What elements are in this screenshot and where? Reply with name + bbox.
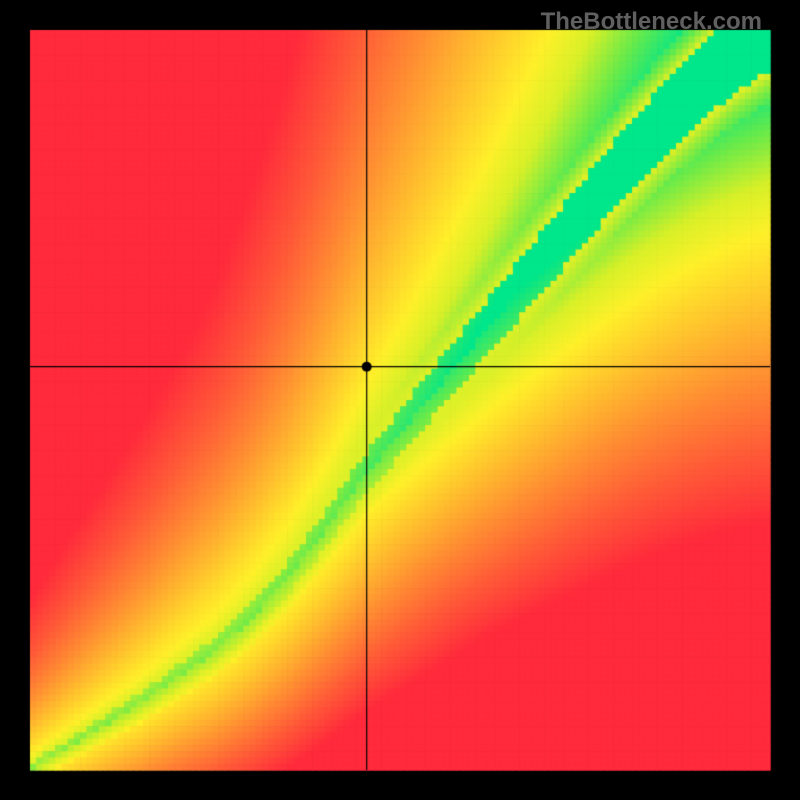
bottleneck-heatmap [0,0,800,800]
chart-container: TheBottleneck.com [0,0,800,800]
watermark-text: TheBottleneck.com [541,8,762,36]
